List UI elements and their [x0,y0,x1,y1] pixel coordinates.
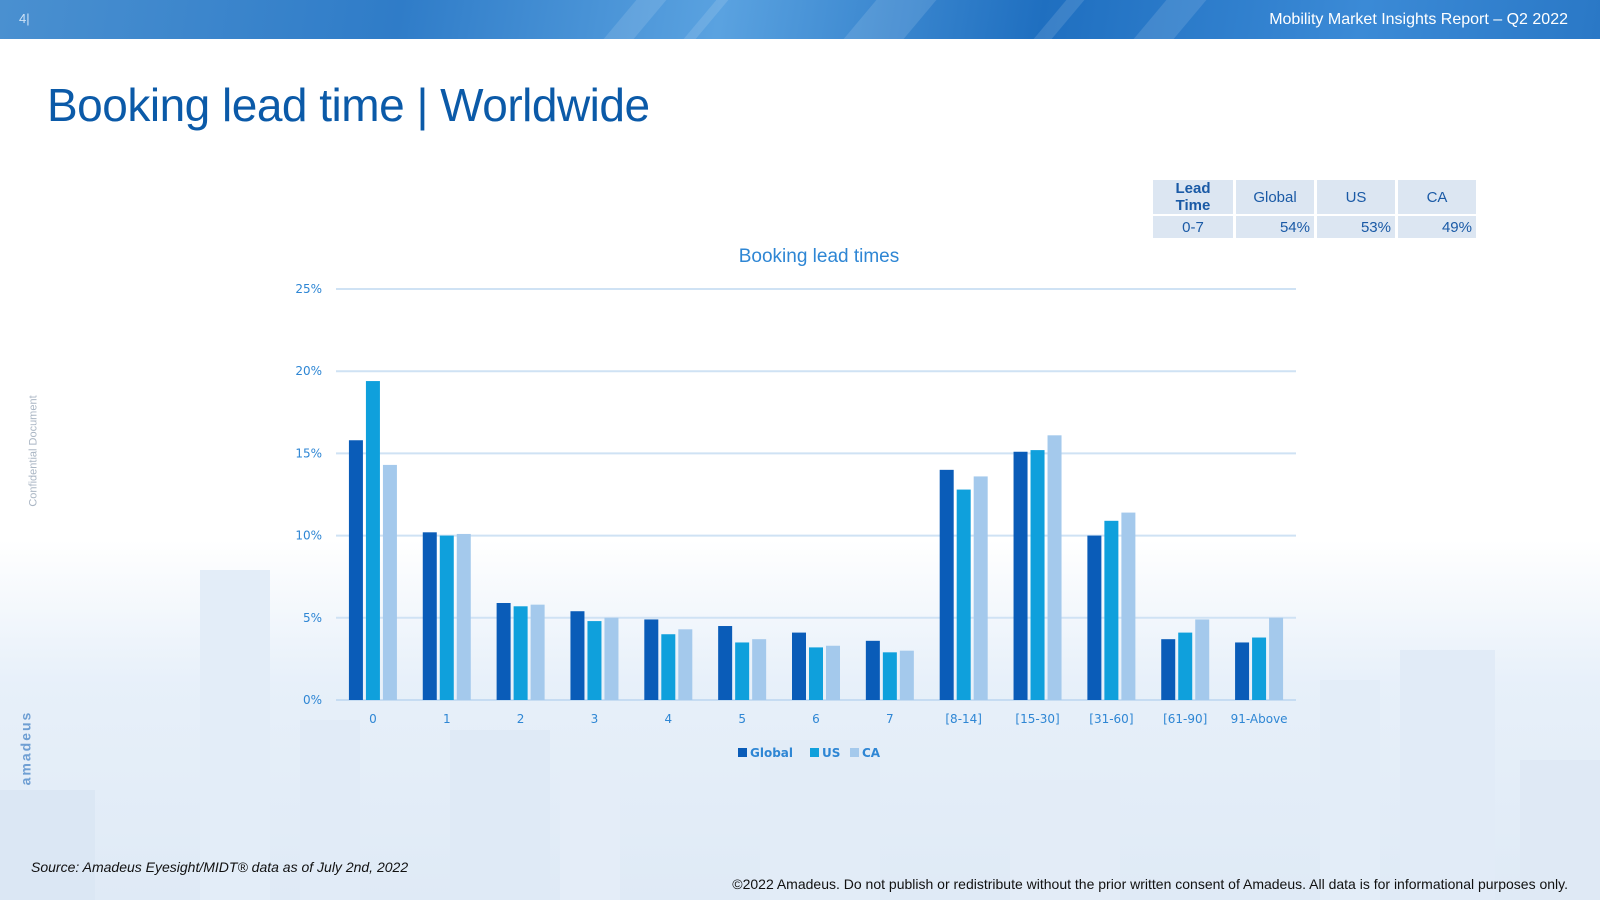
report-title: Mobility Market Insights Report – Q2 202… [1269,11,1568,28]
summary-header-cell: Global [1236,180,1314,216]
summary-value-cell: 49% [1398,216,1476,238]
chart-title: Booking lead times [739,246,900,267]
x-tick-label: [31-60] [1089,712,1133,726]
bar-ca [456,533,471,700]
x-tick-label: 91-Above [1231,712,1288,726]
x-tick-label: 2 [517,712,525,726]
y-tick-label: 20% [295,364,322,378]
summary-value-row: 0-7 54% 53% 49% [1153,216,1476,238]
bar-us [587,621,602,700]
bar-us [661,634,676,700]
bar-global [1013,451,1028,700]
y-tick-label: 10% [295,529,322,543]
legend-label: US [822,746,840,760]
x-tick-label: [15-30] [1015,712,1059,726]
copyright-notice: ©2022 Amadeus. Do not publish or redistr… [732,876,1568,892]
y-tick-label: 5% [303,611,322,625]
bar-global [1235,642,1250,700]
x-tick-label: 3 [591,712,599,726]
y-tick-label: 0% [303,693,322,707]
bar-us [1252,637,1267,700]
summary-value-cell: 53% [1317,216,1395,238]
summary-header-cell: Lead Time [1153,180,1233,216]
header-bar: 4| Mobility Market Insights Report – Q2 … [0,0,1600,39]
slide-title: Booking lead time | Worldwide [47,79,650,131]
y-tick-label: 15% [295,446,322,460]
x-tick-label: 0 [369,712,377,726]
bar-ca [1047,435,1062,700]
bar-us [1104,520,1119,700]
summary-header-cell: US [1317,180,1395,216]
bar-global [348,440,363,700]
legend-swatch [810,748,819,757]
city-skyline-background [0,540,1600,900]
x-tick-label: [8-14] [945,712,982,726]
bar-ca [1269,617,1284,700]
summary-table: Lead Time Global US CA 0-7 54% 53% 49% [1150,180,1479,238]
bar-us [956,489,971,700]
bar-ca [826,645,840,700]
bar-ca [530,604,545,700]
x-tick-label: 7 [886,712,894,726]
summary-value-cell: 54% [1236,216,1314,238]
bar-us [1178,632,1193,700]
bar-global [1087,535,1102,700]
bar-us [365,381,380,700]
bar-global [939,469,954,700]
x-tick-label: 4 [664,712,672,726]
x-tick-label: 5 [738,712,746,726]
bar-ca [604,617,619,700]
bar-global [644,619,659,700]
x-tick-label: [61-90] [1163,712,1207,726]
bar-ca [1121,512,1136,700]
bar-us [439,535,454,700]
bar-global [865,640,880,700]
bar-ca [382,464,397,700]
summary-header-cell: CA [1398,180,1476,216]
bar-us [735,642,750,700]
bar-us [809,647,823,700]
source-note: Source: Amadeus Eyesight/MIDT® data as o… [31,859,409,875]
legend-label: CA [862,746,881,760]
bar-ca [973,476,988,700]
bar-ca [678,629,693,700]
bar-global [570,611,585,700]
bar-global [1161,639,1176,700]
y-tick-label: 25% [295,282,322,296]
legend-label: Global [750,746,793,760]
bar-global [718,626,733,700]
bar-ca [752,639,767,700]
bar-global [496,603,511,700]
legend-swatch [738,748,747,757]
summary-header-row: Lead Time Global US CA [1153,180,1476,216]
bar-ca [1195,619,1210,700]
legend-swatch [850,748,859,757]
bar-us [882,652,897,700]
bar-global [792,632,806,700]
bar-us [1030,450,1045,700]
summary-value-cell: 0-7 [1153,216,1233,238]
bar-us [513,606,528,700]
x-tick-label: 6 [812,712,820,726]
x-tick-label: 1 [443,712,451,726]
page-number: 4| [19,11,30,26]
bar-global [422,532,437,700]
bar-ca [899,650,914,700]
